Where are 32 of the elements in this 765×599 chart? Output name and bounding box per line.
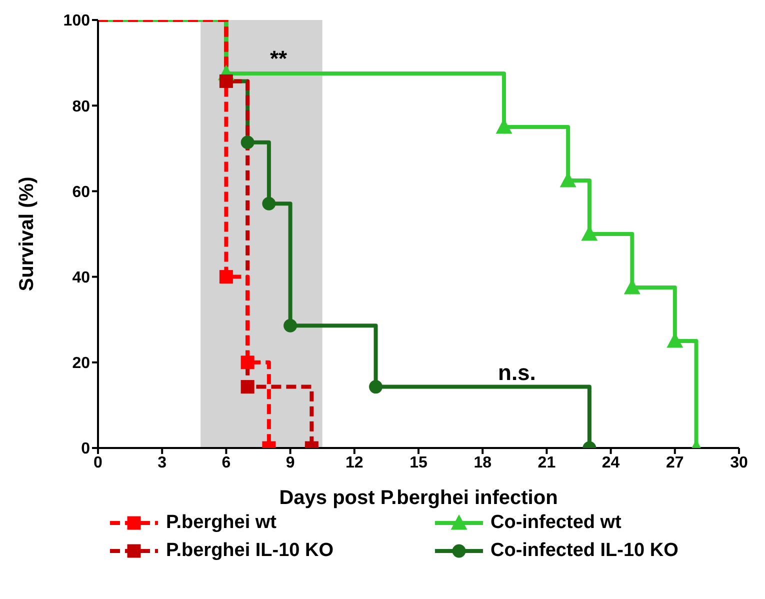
point bbox=[262, 196, 276, 210]
y-tick-label: 80 bbox=[72, 98, 90, 116]
point bbox=[284, 318, 298, 332]
annotation: n.s. bbox=[498, 360, 536, 386]
y-tick-label: 40 bbox=[72, 269, 90, 286]
x-tick-label: 3 bbox=[158, 454, 167, 472]
x-tick-label: 18 bbox=[474, 454, 492, 472]
legend-label: P.berghei wt bbox=[166, 512, 277, 534]
annotation: ** bbox=[270, 46, 288, 72]
y-tick-label: 0 bbox=[81, 440, 90, 458]
y-tick-label: 60 bbox=[72, 184, 90, 201]
x-tick-label: 12 bbox=[346, 454, 364, 472]
point bbox=[219, 270, 233, 284]
legend-label: P.berghei IL-10 KO bbox=[166, 540, 334, 562]
x-tick-label: 6 bbox=[222, 454, 231, 472]
point bbox=[240, 356, 254, 370]
x-tick-label: 30 bbox=[730, 454, 748, 472]
x-axis-title: Days post P.berghei infection bbox=[279, 487, 558, 509]
x-tick-label: 27 bbox=[666, 454, 684, 472]
legend-label: Co-infected IL-10 KO bbox=[490, 540, 678, 562]
point bbox=[240, 380, 254, 394]
point bbox=[240, 136, 254, 150]
x-tick-label: 0 bbox=[94, 454, 103, 472]
y-tick-label: 100 bbox=[63, 12, 90, 30]
legend-label: Co-infected wt bbox=[490, 512, 622, 534]
y-axis-title: Survival (%) bbox=[16, 176, 38, 292]
x-tick-label: 9 bbox=[286, 454, 295, 472]
x-tick-label: 15 bbox=[410, 454, 428, 472]
x-tick-label: 24 bbox=[602, 454, 620, 472]
y-tick-label: 20 bbox=[72, 355, 90, 372]
x-tick-label: 21 bbox=[538, 454, 556, 472]
point bbox=[369, 380, 383, 394]
